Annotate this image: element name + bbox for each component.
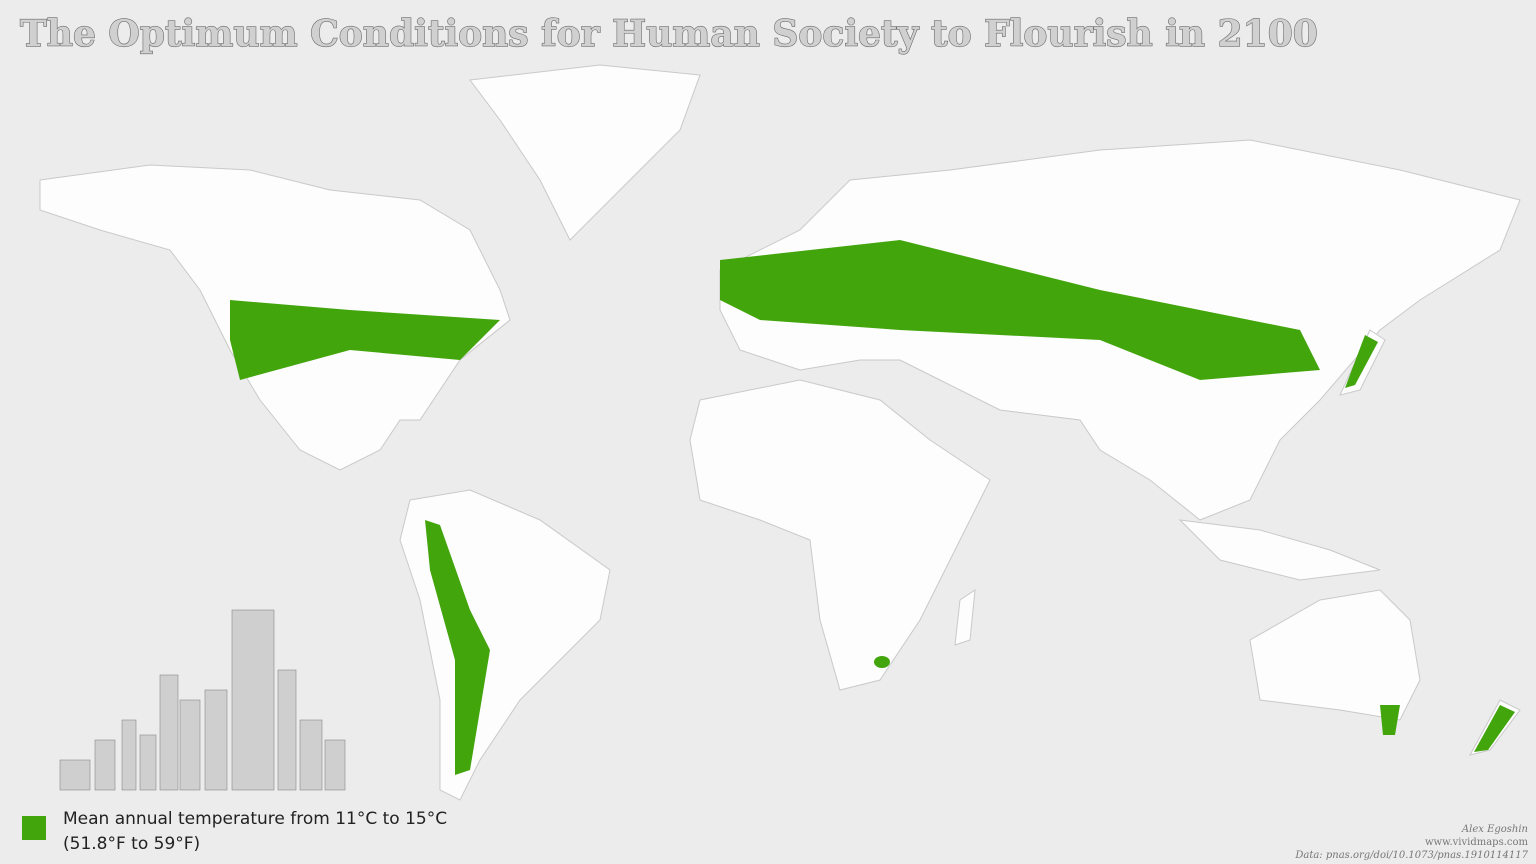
- building: [139, 734, 157, 791]
- building: [94, 739, 116, 791]
- building: [204, 689, 228, 791]
- building: [324, 739, 346, 791]
- legend-line: (51.8°F to 59°F): [63, 834, 200, 854]
- greenland: [469, 64, 701, 241]
- credit-site: www.vividmaps.com: [1425, 837, 1529, 848]
- building: [231, 609, 275, 791]
- zone-eurasia: [720, 240, 1320, 380]
- building: [179, 699, 201, 791]
- building: [277, 669, 297, 791]
- australia: [1249, 589, 1421, 721]
- building: [299, 719, 323, 791]
- credit-data: Data: pnas.org/doi/10.1073/pnas.19101141…: [1294, 850, 1528, 861]
- indonesia: [1178, 519, 1381, 581]
- legend-line: Mean annual temperature from 11°C to 15°…: [63, 809, 447, 829]
- optimum-zones: [230, 240, 1515, 775]
- africa: [689, 379, 991, 691]
- zone-new-zealand: [1474, 705, 1515, 752]
- building: [121, 719, 137, 791]
- zone-japan: [1345, 335, 1378, 388]
- zone-south-africa: [874, 656, 890, 668]
- zone-tasmania: [1380, 705, 1400, 735]
- legend-swatch: [22, 816, 46, 840]
- credit-author: Alex Egoshin: [1461, 824, 1528, 835]
- skyline: [59, 609, 346, 791]
- zone-north-america: [230, 300, 500, 380]
- zone-andes: [425, 520, 490, 775]
- map-title: The Optimum Conditions for Human Society…: [20, 13, 1318, 55]
- building: [159, 674, 179, 791]
- madagascar: [954, 588, 976, 646]
- building: [59, 759, 91, 791]
